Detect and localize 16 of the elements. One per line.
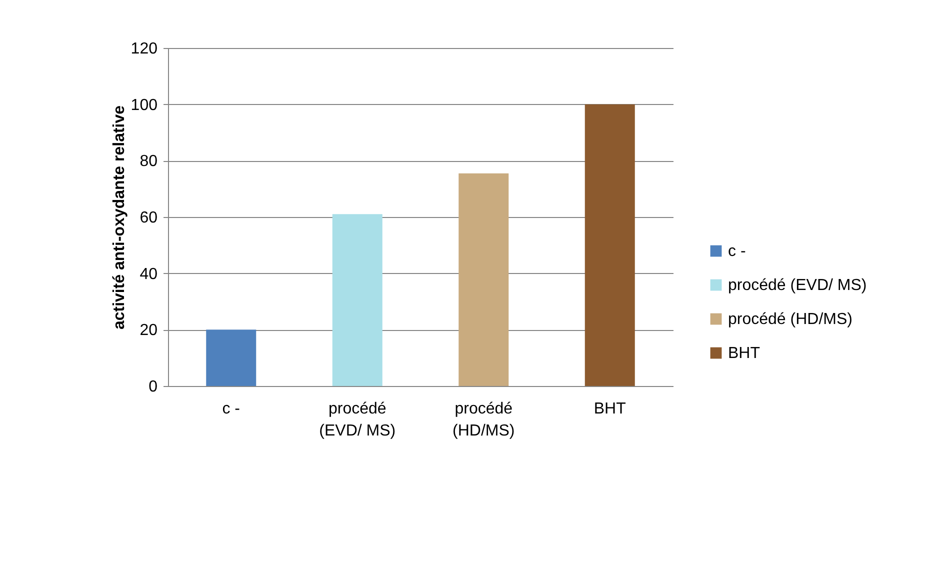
y-tick-label: 60 xyxy=(140,210,158,226)
x-tick-label: BHT xyxy=(594,400,626,418)
x-tick-label: c - xyxy=(222,400,240,418)
y-axis-title: activité anti-oxydante relative xyxy=(110,105,128,330)
legend-label: c - xyxy=(728,243,746,260)
legend-label: procédé (HD/MS) xyxy=(728,311,852,328)
y-tick-label: 100 xyxy=(130,96,158,114)
y-tick-label: 40 xyxy=(140,266,158,283)
y-tick-label: 0 xyxy=(148,378,158,396)
x-tick-label: procédé (EVD/ MS) xyxy=(319,400,396,440)
y-tick-label: 80 xyxy=(140,153,158,170)
y-tick-label: 20 xyxy=(140,322,158,340)
y-tick-label: 120 xyxy=(130,40,158,58)
legend-label: BHT xyxy=(728,345,760,362)
x-tick-label: procédé (HD/MS) xyxy=(452,400,515,440)
legend-label: procédé (EVD/ MS) xyxy=(728,277,867,294)
